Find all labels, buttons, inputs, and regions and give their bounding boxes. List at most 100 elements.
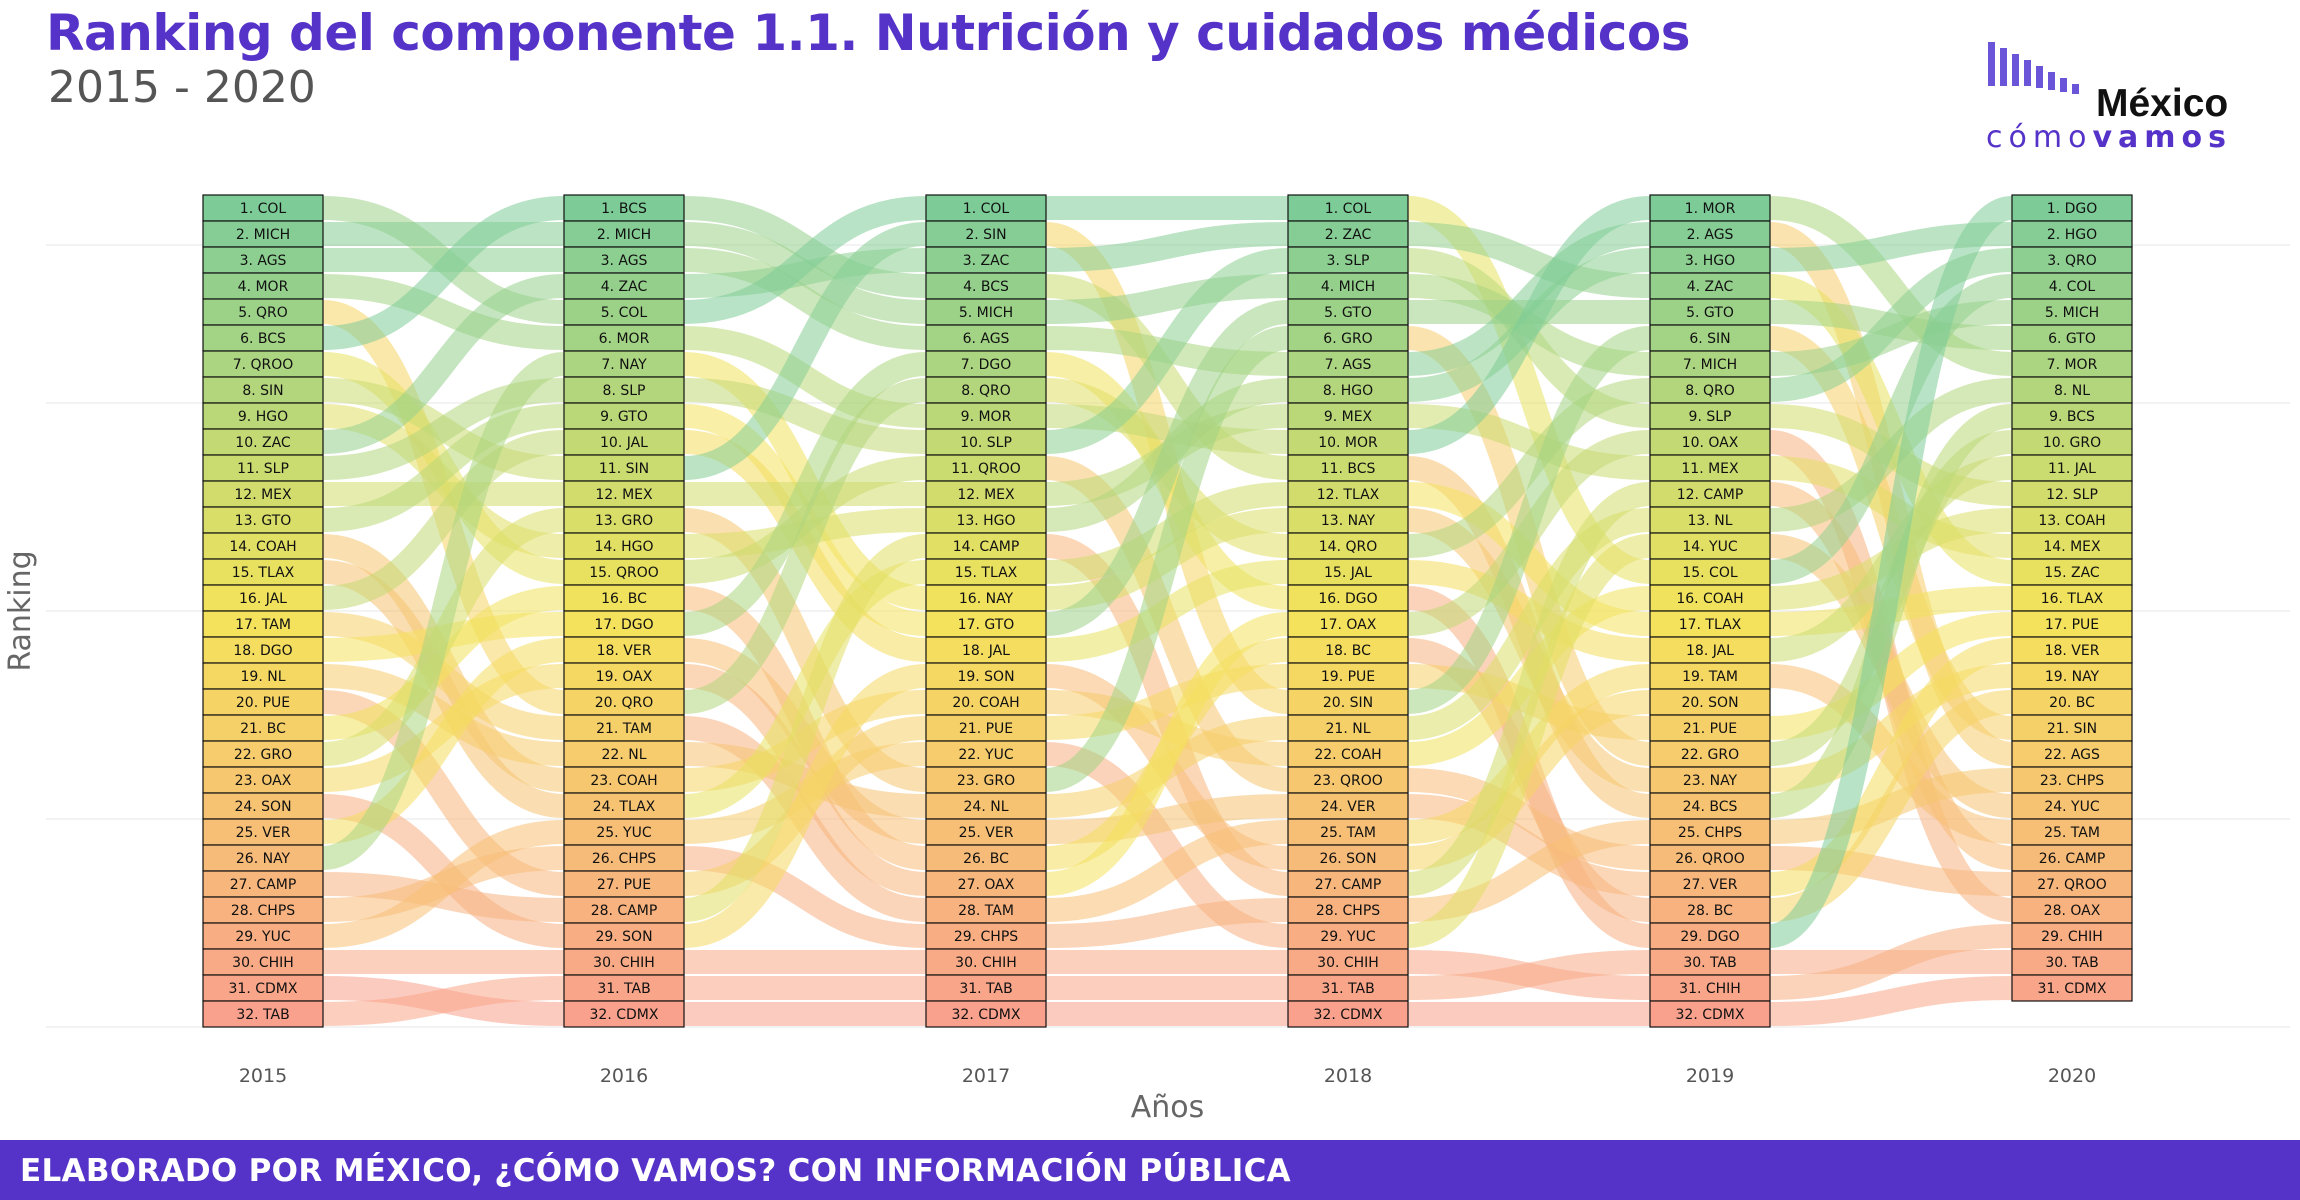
rank-label: 9. MOR bbox=[961, 409, 1012, 425]
rank-label: 19. NL bbox=[241, 669, 286, 685]
rank-label: 8. HGO bbox=[1323, 383, 1373, 399]
rank-label: 31. TAB bbox=[597, 981, 650, 997]
rank-label: 6. AGS bbox=[963, 331, 1010, 347]
rank-box bbox=[202, 844, 324, 872]
rank-label: 31. CDMX bbox=[2038, 981, 2107, 997]
flow-band bbox=[1407, 222, 1651, 298]
x-tick-label: 2015 bbox=[239, 1065, 287, 1087]
rank-box bbox=[2011, 688, 2133, 716]
rank-label: 18. VER bbox=[2045, 643, 2100, 659]
rank-label: 27. VER bbox=[1683, 877, 1738, 893]
rank-label: 24. YUC bbox=[2044, 799, 2100, 815]
rank-box bbox=[202, 922, 324, 950]
rank-box bbox=[925, 974, 1047, 1002]
rank-box bbox=[925, 480, 1047, 508]
rank-label: 4. BCS bbox=[963, 279, 1009, 295]
rank-label: 14. CAMP bbox=[953, 539, 1020, 555]
rank-label: 20. PUE bbox=[236, 695, 290, 711]
logo-tagline-light: cómo bbox=[1986, 120, 2093, 155]
rank-box bbox=[202, 402, 324, 430]
rank-box bbox=[925, 844, 1047, 872]
flows bbox=[321, 195, 2014, 1026]
rank-label: 19. TAM bbox=[1682, 669, 1738, 685]
rank-box bbox=[2011, 974, 2133, 1002]
rank-label: 14. HGO bbox=[594, 539, 653, 555]
rank-box bbox=[1287, 532, 1409, 560]
rank-box bbox=[1649, 194, 1771, 222]
rank-box bbox=[202, 766, 324, 794]
rank-label: 19. SON bbox=[957, 669, 1014, 685]
rank-label: 22. COAH bbox=[1314, 747, 1381, 763]
rank-label: 22. AGS bbox=[2044, 747, 2100, 763]
rank-label: 28. CHPS bbox=[231, 903, 295, 919]
rank-label: 2. MICH bbox=[236, 227, 290, 243]
rank-box bbox=[202, 896, 324, 924]
rank-label: 10. ZAC bbox=[235, 435, 291, 451]
rank-label: 9. BCS bbox=[2049, 409, 2095, 425]
flow-band bbox=[1045, 248, 1289, 454]
year-column-2020: 1. DGO 2. HGO 3. QRO 4. COL 5. MICH 6. GTO 7. … bbox=[2011, 194, 2133, 1002]
rank-label: 16. NAY bbox=[959, 591, 1014, 607]
x-tick-label: 2018 bbox=[1324, 1065, 1372, 1087]
rank-label: 4. ZAC bbox=[1687, 279, 1734, 295]
rank-label: 11. MEX bbox=[1681, 461, 1739, 477]
rank-label: 15. ZAC bbox=[2044, 565, 2100, 581]
rank-label: 22. YUC bbox=[958, 747, 1014, 763]
rank-box bbox=[1287, 376, 1409, 404]
rank-box bbox=[563, 974, 685, 1002]
rank-label: 17. TLAX bbox=[1679, 617, 1742, 633]
rank-box bbox=[2011, 896, 2133, 924]
rank-label: 3. AGS bbox=[601, 253, 648, 269]
rank-label: 13. GTO bbox=[235, 513, 292, 529]
rank-label: 5. MICH bbox=[2045, 305, 2099, 321]
rank-label: 29. CHIH bbox=[2041, 929, 2103, 945]
rank-box bbox=[1287, 324, 1409, 352]
rank-label: 1. MOR bbox=[1685, 201, 1736, 217]
x-tick-label: 2019 bbox=[1686, 1065, 1734, 1087]
rank-box bbox=[1287, 870, 1409, 898]
x-tick-label: 2020 bbox=[2048, 1065, 2096, 1087]
rank-box bbox=[563, 948, 685, 976]
logo-tagline-bold: vamos bbox=[2092, 120, 2232, 155]
rank-label: 5. GTO bbox=[1686, 305, 1734, 321]
rank-box bbox=[202, 480, 324, 508]
rank-label: 18. JAL bbox=[962, 643, 1010, 659]
flow-band bbox=[1769, 196, 2013, 376]
rank-box bbox=[1649, 558, 1771, 586]
rank-label: 1. COL bbox=[963, 201, 1010, 217]
rank-label: 16. BC bbox=[601, 591, 647, 607]
rank-label: 13. COAH bbox=[2038, 513, 2105, 529]
rank-label: 30. CHIH bbox=[955, 955, 1017, 971]
rank-label: 8. NL bbox=[2054, 383, 2090, 399]
rank-box bbox=[1649, 220, 1771, 248]
rank-box bbox=[1649, 792, 1771, 820]
flow-band bbox=[1769, 612, 2013, 740]
rank-label: 27. QROO bbox=[2037, 877, 2107, 893]
rank-label: 7. QROO bbox=[233, 357, 294, 373]
rank-label: 18. VER bbox=[597, 643, 652, 659]
rank-label: 15. TLAX bbox=[955, 565, 1018, 581]
flow-band bbox=[683, 846, 927, 948]
flow-band bbox=[683, 352, 927, 636]
rank-label: 21. TAM bbox=[596, 721, 652, 737]
flow-band bbox=[322, 430, 565, 610]
footer-text: ELABORADO POR MÉXICO, ¿CÓMO VAMOS? CON I… bbox=[20, 1153, 1291, 1189]
rank-label: 31. CHIH bbox=[1679, 981, 1741, 997]
rank-label: 4. MICH bbox=[1321, 279, 1375, 295]
rank-box bbox=[563, 220, 685, 248]
rank-label: 7. DGO bbox=[961, 357, 1011, 373]
rank-box bbox=[563, 558, 685, 586]
rank-label: 7. NAY bbox=[601, 357, 647, 373]
rank-box bbox=[925, 506, 1047, 534]
rank-box bbox=[202, 584, 324, 612]
rank-box bbox=[563, 922, 685, 950]
rank-box bbox=[2011, 662, 2133, 690]
rank-label: 21. PUE bbox=[1683, 721, 1737, 737]
rank-label: 26. NAY bbox=[236, 851, 291, 867]
rank-label: 3. ZAC bbox=[963, 253, 1010, 269]
rank-box bbox=[563, 376, 685, 404]
rank-box bbox=[1287, 844, 1409, 872]
rank-label: 6. GRO bbox=[1323, 331, 1372, 347]
rank-label: 4. ZAC bbox=[601, 279, 648, 295]
rank-label: 18. DGO bbox=[233, 643, 292, 659]
